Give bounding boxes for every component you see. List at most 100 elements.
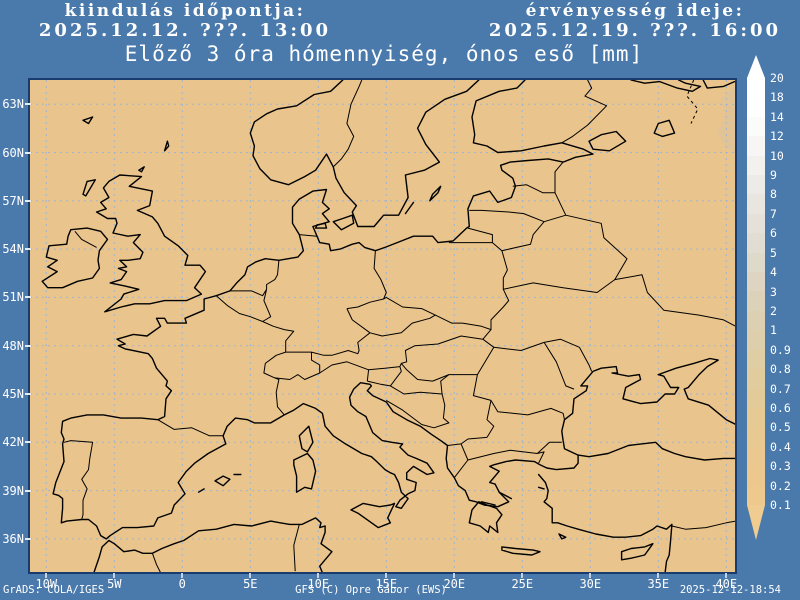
lat-tick-label: 39N	[2, 483, 24, 498]
timestamp: 2025-12-12-18:54	[679, 584, 781, 596]
coastline	[498, 491, 513, 500]
country-border	[332, 80, 363, 168]
colorbar-tick-label: 12	[770, 129, 784, 144]
lon-tick-mark	[385, 573, 388, 578]
colorbar-arrow-up	[747, 55, 765, 78]
colorbar-segment	[747, 233, 765, 253]
country-border	[368, 366, 400, 371]
colorbar-segment	[747, 116, 765, 137]
country-border	[266, 260, 280, 290]
country-border	[543, 214, 566, 223]
lat-tick-label: 60N	[2, 145, 24, 160]
lon-tick-mark	[589, 573, 592, 578]
country-border	[554, 161, 564, 193]
coastline	[138, 166, 145, 173]
coastline	[653, 119, 676, 138]
colorbar-segment	[747, 78, 765, 98]
country-border	[501, 221, 545, 252]
lat-tick-label: 54N	[2, 242, 24, 257]
coastline	[480, 501, 496, 506]
coastline	[93, 517, 333, 572]
model-credit: GFS (C) Opre Gábor (EWS)	[295, 584, 447, 596]
lat-tick-mark	[25, 151, 31, 154]
colorbar-segment	[747, 272, 765, 292]
colorbar-segment	[747, 466, 765, 486]
lat-tick-mark	[25, 489, 31, 492]
country-border	[293, 524, 300, 572]
lat-tick-label: 45N	[2, 387, 24, 401]
country-border	[319, 361, 370, 382]
colorbar-segment	[747, 252, 765, 273]
coastline	[52, 290, 735, 540]
country-border	[578, 347, 593, 372]
colorbar-segment	[747, 485, 765, 505]
lon-tick-mark	[181, 573, 184, 578]
country-border	[399, 345, 416, 367]
lat-tick-mark	[25, 537, 31, 540]
coastline	[537, 473, 673, 572]
colorbar-segment	[747, 369, 765, 389]
coastline	[298, 425, 314, 453]
country-border	[157, 419, 224, 437]
colorbar-tick-label: 0.6	[770, 400, 791, 415]
coastline	[82, 179, 96, 197]
lon-tick-mark	[453, 573, 456, 578]
country-border	[440, 374, 450, 395]
country-border	[472, 374, 492, 401]
country-border	[536, 441, 562, 454]
lat-tick-mark	[25, 344, 31, 347]
lon-tick-label: 10E	[307, 577, 330, 591]
colorbar-segment	[747, 407, 765, 428]
country-border	[400, 335, 495, 382]
colorbar-arrow-down	[747, 504, 765, 540]
country-border	[373, 250, 387, 300]
lon-tick-mark	[657, 573, 660, 578]
colorbar-tick-label: 4	[770, 265, 777, 280]
coastline	[197, 488, 205, 493]
colorbar-segment	[747, 213, 765, 234]
coastline	[702, 80, 735, 89]
colorbar-tick-label: 3	[770, 284, 777, 299]
valid-time-block: érvényesség ideje: 2025.12.19. ???. 16:0…	[470, 2, 800, 41]
coastline	[558, 533, 567, 540]
country-border	[490, 400, 565, 420]
europe-map	[30, 80, 735, 572]
lon-tick-mark	[249, 573, 252, 578]
lon-tick-mark	[317, 573, 320, 578]
country-border	[671, 520, 735, 530]
lat-tick-label: 57N	[2, 193, 24, 208]
lat-tick-mark	[25, 248, 31, 251]
colorbar-tick-label: 7	[770, 206, 777, 221]
lat-tick-label: 63N	[2, 97, 24, 112]
country-border	[285, 332, 371, 356]
lon-tick-label: 10W	[35, 577, 58, 591]
colorbar-tick-label: 14	[770, 109, 784, 124]
coastline	[561, 365, 680, 456]
colorbar-segment	[747, 427, 765, 447]
lon-tick-label: 25E	[511, 577, 534, 591]
coastline	[314, 222, 328, 229]
coastline	[163, 140, 170, 152]
coastline	[588, 130, 627, 152]
country-border	[453, 459, 469, 479]
colorbar-tick-label: 5	[770, 245, 777, 260]
colorbar-tick-label: 0.1	[770, 498, 791, 513]
country-border	[74, 230, 97, 248]
coastline	[404, 201, 415, 215]
colorbar-tick-label: 0.3	[770, 459, 791, 474]
colorbar-segment	[747, 175, 765, 195]
coastline	[214, 475, 231, 487]
country-border	[460, 443, 469, 461]
colorbar-segment	[747, 388, 765, 408]
colorbar-tick-label: 20	[770, 71, 784, 85]
colorbar-tick-label: 9	[770, 168, 777, 183]
lon-tick-label: 30E	[579, 577, 602, 591]
lon-tick-mark	[725, 573, 728, 578]
lon-tick-label: 15E	[375, 577, 398, 591]
lat-tick-mark	[25, 103, 31, 106]
lon-tick-label: 5W	[107, 577, 122, 591]
coastline	[41, 227, 109, 289]
colorbar-tick-label: 0.9	[770, 342, 791, 357]
low-intensity-shading	[716, 85, 735, 153]
